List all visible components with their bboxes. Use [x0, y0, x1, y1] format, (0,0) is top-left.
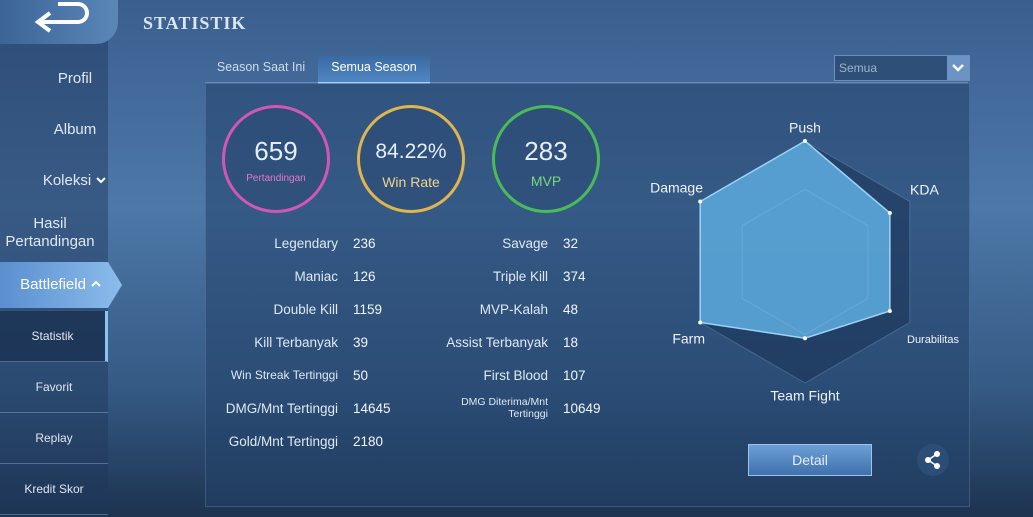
submenu-item[interactable]: Kredit Skor — [0, 464, 108, 515]
summary-circle: 283 MVP — [492, 105, 600, 213]
stat-label: Savage — [502, 236, 548, 251]
stat-value: 374 — [563, 269, 586, 284]
detail-button[interactable]: Detail — [748, 444, 872, 476]
back-icon — [34, 1, 89, 33]
stat-value: 236 — [353, 236, 376, 251]
radar-chart: Push KDA Durabilitas Team Fight Farm Damage — [650, 120, 959, 404]
menu-item[interactable]: Battlefield — [0, 262, 122, 308]
stat-label: Legendary — [274, 236, 338, 251]
stat-value: 10649 — [563, 401, 601, 416]
summary-value: 659 — [254, 136, 298, 166]
radar-point — [803, 139, 807, 143]
stat-label: Gold/Mnt Tertinggi — [228, 434, 338, 449]
stat-value: 126 — [353, 269, 376, 284]
stat-value: 39 — [353, 335, 369, 350]
summary-label: Pertandingan — [246, 173, 306, 184]
stat-label: First Blood — [483, 368, 548, 383]
dropdown-arrow — [947, 56, 969, 80]
stat-label: Maniac — [294, 269, 338, 284]
back-button[interactable] — [0, 0, 118, 44]
stat-label: DMG/Mnt Tertinggi — [225, 401, 338, 416]
tabs: Season Saat Ini Semua Season — [205, 56, 968, 84]
radar-axis-label: KDA — [910, 182, 939, 198]
stat-value: 14645 — [353, 401, 391, 416]
radar-point — [887, 210, 892, 215]
sidebar — [0, 0, 108, 517]
tab[interactable]: Semua Season — [318, 56, 430, 84]
stat-value: 18 — [563, 335, 579, 350]
radar-point — [803, 336, 807, 341]
stat-value: 1159 — [353, 302, 383, 317]
radar-axis-label: Team Fight — [770, 388, 839, 404]
stat-label: MVP-Kalah — [479, 302, 548, 317]
submenu-item[interactable]: Replay — [0, 413, 108, 464]
chevron — [96, 177, 106, 184]
dropdown[interactable]: Semua — [834, 55, 970, 81]
chevron — [91, 280, 101, 287]
radar-axis-label: Durabilitas — [907, 334, 959, 346]
radar-area — [699, 140, 891, 339]
page-title: STATISTIK — [143, 13, 247, 33]
radar-point — [887, 309, 892, 314]
menu-item[interactable]: Album — [53, 121, 97, 138]
radar-inner — [741, 188, 869, 336]
stat-value: 48 — [563, 302, 579, 317]
submenu-item[interactable]: Statistik — [0, 311, 108, 362]
summary-circle: 659 Pertandingan — [222, 105, 330, 213]
radar-axis-label: Damage — [650, 180, 703, 196]
tab[interactable]: Season Saat Ini — [216, 60, 306, 74]
share-button[interactable] — [917, 444, 949, 476]
menu-item[interactable]: Hasil Pertandingan — [5, 215, 95, 250]
stat-value: 50 — [353, 368, 369, 383]
stat-label: Win Streak Tertinggi — [230, 368, 338, 382]
stat-value: 2180 — [353, 434, 384, 449]
stat-value: 32 — [563, 236, 579, 251]
radar-axis-label: Push — [789, 120, 821, 136]
stat-label: Kill Terbanyak — [254, 335, 338, 350]
dropdown-text: Semua — [839, 61, 878, 75]
summary-label: MVP — [530, 173, 562, 189]
summary-label: Win Rate — [382, 174, 440, 190]
stat-label: Assist Terbanyak — [446, 335, 548, 350]
stat-label: Triple Kill — [492, 269, 548, 284]
stat-label: DMG Diterima/Mnt Tertinggi — [461, 396, 548, 420]
radar-point — [698, 320, 703, 325]
summary-value: 84.22% — [375, 140, 447, 163]
summary-value: 283 — [524, 136, 568, 166]
menu-item[interactable]: Koleksi — [15, 172, 135, 190]
menu-item[interactable]: Profil — [57, 70, 93, 87]
summary-circle: 84.22% Win Rate — [357, 105, 465, 213]
radar-point — [698, 199, 703, 204]
stat-label: Double Kill — [273, 302, 338, 317]
submenu-item[interactable]: Favorit — [0, 362, 108, 413]
stat-value: 107 — [563, 368, 586, 383]
radar-axis-label: Farm — [672, 331, 705, 347]
